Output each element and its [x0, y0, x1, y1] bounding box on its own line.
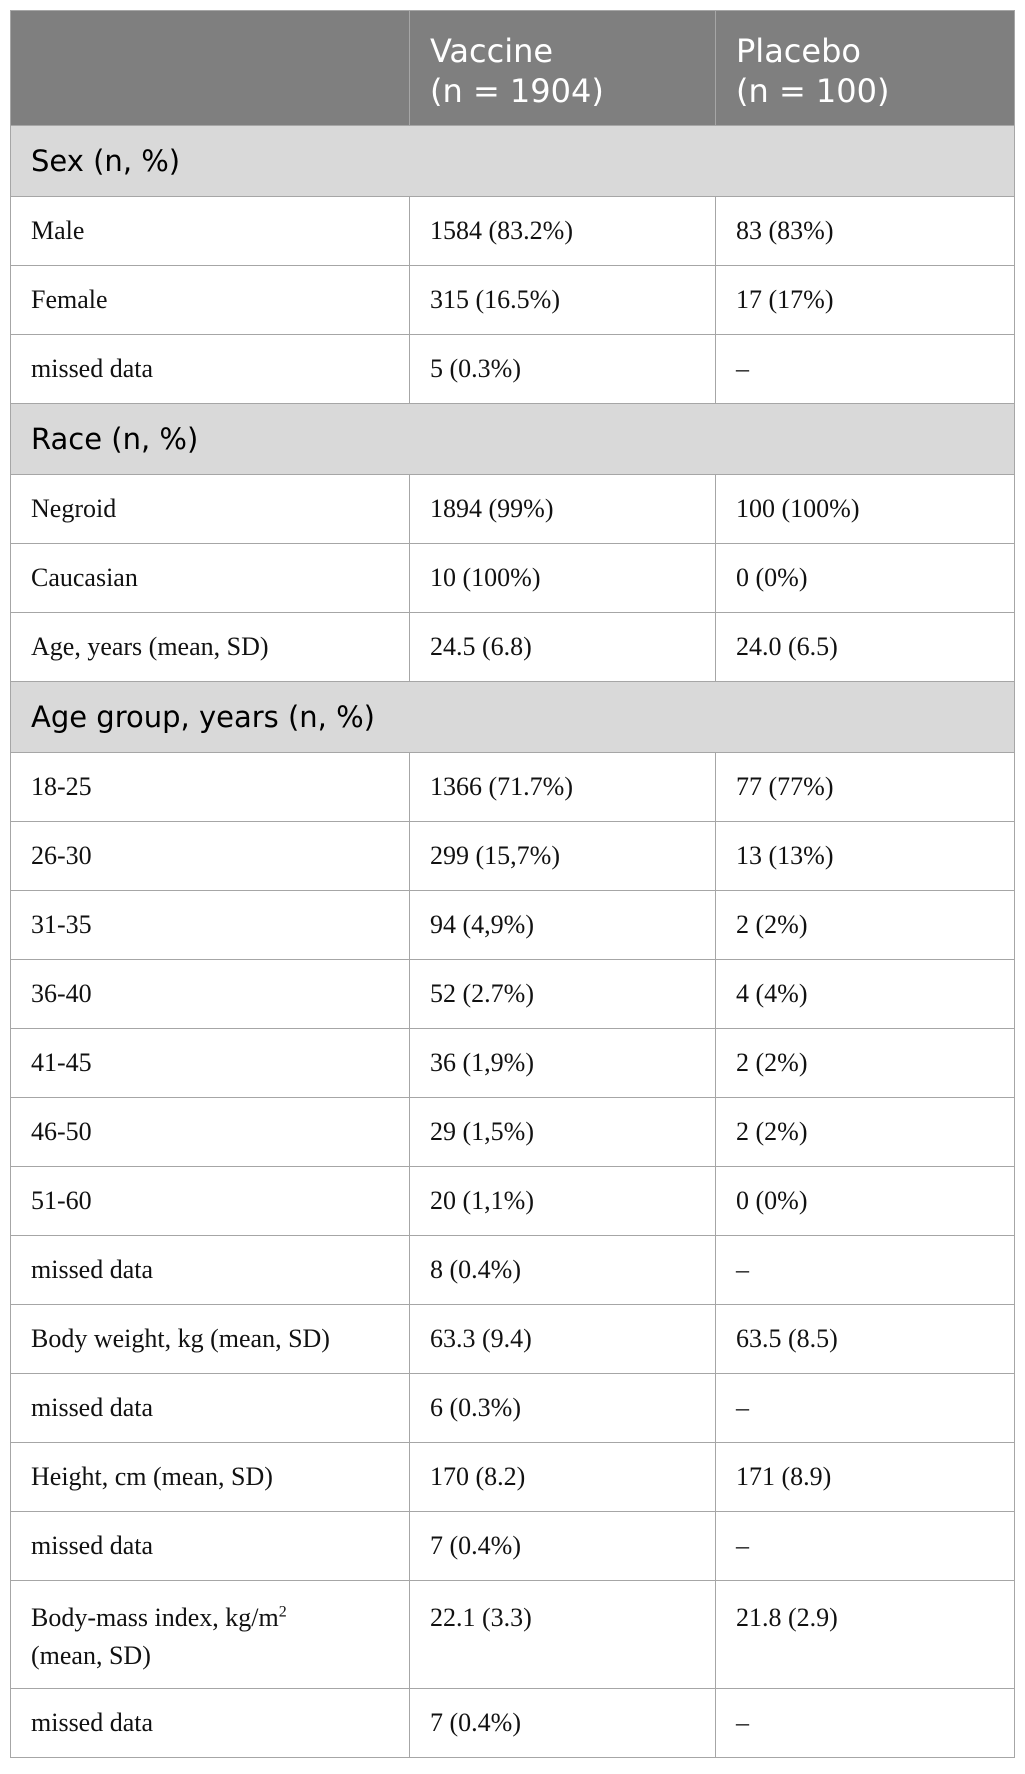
cell-placebo: 17 (17%) [715, 265, 1015, 335]
cell-placebo: 2 (2%) [715, 1028, 1015, 1098]
cell-vaccine: 7 (0.4%) [409, 1511, 716, 1581]
table-row: Body-mass index, kg/m2 (mean, SD) 22.1 (3.… [10, 1580, 1015, 1689]
table-row: 51-60 20 (1,1%) 0 (0%) [10, 1166, 1015, 1236]
row-label: missed data [10, 334, 410, 404]
table-row: Caucasian 10 (100%) 0 (0%) [10, 543, 1015, 613]
cell-vaccine: 1894 (99%) [409, 474, 716, 544]
cell-vaccine: 1584 (83.2%) [409, 196, 716, 266]
row-label: 46-50 [10, 1097, 410, 1167]
cell-vaccine: 8 (0.4%) [409, 1235, 716, 1305]
cell-placebo: – [715, 1373, 1015, 1443]
table-row: 31-35 94 (4,9%) 2 (2%) [10, 890, 1015, 960]
cell-vaccine: 6 (0.3%) [409, 1373, 716, 1443]
header-vaccine-count: (n = 1904) [430, 72, 604, 110]
cell-vaccine: 24.5 (6.8) [409, 612, 716, 682]
table-row: 26-30 299 (15,7%) 13 (13%) [10, 821, 1015, 891]
table-row: Male 1584 (83.2%) 83 (83%) [10, 196, 1015, 266]
row-label: missed data [10, 1373, 410, 1443]
row-label-text: Body-mass index, kg/m [31, 1603, 279, 1632]
cell-vaccine: 1366 (71.7%) [409, 752, 716, 822]
table-row: missed data 8 (0.4%) – [10, 1235, 1015, 1305]
table-row: Age, years (mean, SD) 24.5 (6.8) 24.0 (6.5… [10, 612, 1015, 682]
cell-placebo: 2 (2%) [715, 1097, 1015, 1167]
cell-placebo: 0 (0%) [715, 543, 1015, 613]
header-placebo: Placebo (n = 100) [715, 10, 1015, 126]
row-label: Male [10, 196, 410, 266]
section-header-row: Sex (n, %) [10, 125, 1015, 197]
row-label: missed data [10, 1511, 410, 1581]
cell-placebo: 4 (4%) [715, 959, 1015, 1029]
cell-vaccine: 36 (1,9%) [409, 1028, 716, 1098]
cell-placebo: 63.5 (8.5) [715, 1304, 1015, 1374]
table-row: missed data 7 (0.4%) – [10, 1511, 1015, 1581]
header-vaccine-title: Vaccine [430, 32, 554, 70]
table-row: missed data 7 (0.4%) – [10, 1688, 1015, 1758]
row-label: 31-35 [10, 890, 410, 960]
cell-vaccine: 299 (15,7%) [409, 821, 716, 891]
header-blank-cell [10, 10, 410, 126]
section-header-row: Race (n, %) [10, 403, 1015, 475]
cell-placebo: – [715, 334, 1015, 404]
header-placebo-title: Placebo [736, 32, 861, 70]
cell-placebo: – [715, 1688, 1015, 1758]
cell-vaccine: 5 (0.3%) [409, 334, 716, 404]
row-label: 26-30 [10, 821, 410, 891]
row-label: Age, years (mean, SD) [10, 612, 410, 682]
row-label: missed data [10, 1688, 410, 1758]
table-row: Body weight, kg (mean, SD) 63.3 (9.4) 63.5… [10, 1304, 1015, 1374]
cell-placebo: 13 (13%) [715, 821, 1015, 891]
cell-placebo: 171 (8.9) [715, 1442, 1015, 1512]
header-vaccine: Vaccine (n = 1904) [409, 10, 716, 126]
row-label: 51-60 [10, 1166, 410, 1236]
row-label: Caucasian [10, 543, 410, 613]
table-row: 18-25 1366 (71.7%) 77 (77%) [10, 752, 1015, 822]
table-header-row: Vaccine (n = 1904) Placebo (n = 100) [10, 10, 1015, 126]
cell-vaccine: 52 (2.7%) [409, 959, 716, 1029]
cell-placebo: 100 (100%) [715, 474, 1015, 544]
cell-placebo: 21.8 (2.9) [715, 1580, 1015, 1689]
cell-placebo: 77 (77%) [715, 752, 1015, 822]
row-label: 36-40 [10, 959, 410, 1029]
table-row: missed data 6 (0.3%) – [10, 1373, 1015, 1443]
row-label-superscript: 2 [278, 1603, 287, 1621]
table-row: 36-40 52 (2.7%) 4 (4%) [10, 959, 1015, 1029]
demographics-table: Vaccine (n = 1904) Placebo (n = 100) Sex… [10, 10, 1015, 1758]
cell-vaccine: 94 (4,9%) [409, 890, 716, 960]
row-label: 18-25 [10, 752, 410, 822]
table-body: Sex (n, %) Male 1584 (83.2%) 83 (83%) Female… [10, 125, 1015, 1758]
cell-vaccine: 22.1 (3.3) [409, 1580, 716, 1689]
cell-vaccine: 7 (0.4%) [409, 1688, 716, 1758]
section-title: Sex (n, %) [10, 125, 1015, 197]
cell-placebo: 0 (0%) [715, 1166, 1015, 1236]
row-label: missed data [10, 1235, 410, 1305]
cell-vaccine: 10 (100%) [409, 543, 716, 613]
table-row: Height, cm (mean, SD) 170 (8.2) 171 (8.9) [10, 1442, 1015, 1512]
table-row: Negroid 1894 (99%) 100 (100%) [10, 474, 1015, 544]
table-row: 41-45 36 (1,9%) 2 (2%) [10, 1028, 1015, 1098]
row-label: Body-mass index, kg/m2 (mean, SD) [10, 1580, 410, 1689]
cell-placebo: – [715, 1511, 1015, 1581]
cell-placebo: 83 (83%) [715, 196, 1015, 266]
table-row: missed data 5 (0.3%) – [10, 334, 1015, 404]
row-label: 41-45 [10, 1028, 410, 1098]
table-row: Female 315 (16.5%) 17 (17%) [10, 265, 1015, 335]
cell-placebo: 24.0 (6.5) [715, 612, 1015, 682]
cell-placebo: 2 (2%) [715, 890, 1015, 960]
section-title: Race (n, %) [10, 403, 1015, 475]
cell-vaccine: 170 (8.2) [409, 1442, 716, 1512]
cell-vaccine: 29 (1,5%) [409, 1097, 716, 1167]
row-label: Body weight, kg (mean, SD) [10, 1304, 410, 1374]
section-title: Age group, years (n, %) [10, 681, 1015, 753]
table-row: 46-50 29 (1,5%) 2 (2%) [10, 1097, 1015, 1167]
cell-vaccine: 20 (1,1%) [409, 1166, 716, 1236]
header-placebo-count: (n = 100) [736, 72, 890, 110]
section-header-row: Age group, years (n, %) [10, 681, 1015, 753]
cell-placebo: – [715, 1235, 1015, 1305]
row-label: Female [10, 265, 410, 335]
cell-vaccine: 315 (16.5%) [409, 265, 716, 335]
cell-vaccine: 63.3 (9.4) [409, 1304, 716, 1374]
row-label: Negroid [10, 474, 410, 544]
row-label: Height, cm (mean, SD) [10, 1442, 410, 1512]
row-label-suffix: (mean, SD) [31, 1641, 151, 1670]
